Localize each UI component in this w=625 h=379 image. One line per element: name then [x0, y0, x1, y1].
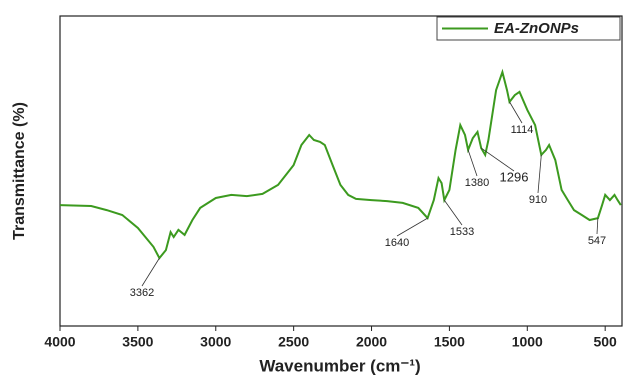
annotation-label: 1380: [465, 177, 489, 189]
annotation-label: 1114: [511, 124, 534, 136]
annotation-leader: [467, 149, 478, 177]
x-axis-label: Wavenumber (cm⁻¹): [259, 356, 420, 375]
y-axis-label: Transmittance (%): [11, 102, 28, 240]
x-tick-label: 3500: [122, 334, 153, 350]
plot-frame: [59, 15, 623, 327]
x-tick-label: 2000: [356, 334, 387, 350]
annotation-label: 1640: [385, 237, 409, 249]
x-tick-label: 500: [593, 334, 617, 350]
x-tick-label: 3000: [200, 334, 231, 350]
annotation-label: 1296: [500, 169, 529, 184]
legend-label: EA-ZnONPs: [494, 20, 579, 37]
annotation-leader: [396, 217, 428, 237]
annotation-leader: [480, 147, 515, 172]
annotation-label: 1533: [450, 226, 474, 238]
annotation-leader: [141, 257, 160, 287]
x-tick-label: 2500: [278, 334, 309, 350]
legend-box: [436, 16, 621, 41]
x-tick-label: 1500: [434, 334, 465, 350]
annotation-leader: [443, 199, 463, 226]
annotation-label: 3362: [130, 287, 154, 299]
annotation-label: 910: [529, 194, 547, 206]
annotation-label: 547: [588, 235, 606, 247]
annotation-leader: [509, 101, 523, 124]
spectrum-line: [59, 68, 622, 260]
annotation-leader: [537, 154, 542, 194]
x-tick-label: 4000: [44, 334, 75, 350]
annotation-leader: [596, 218, 599, 235]
x-tick-label: 1000: [512, 334, 543, 350]
